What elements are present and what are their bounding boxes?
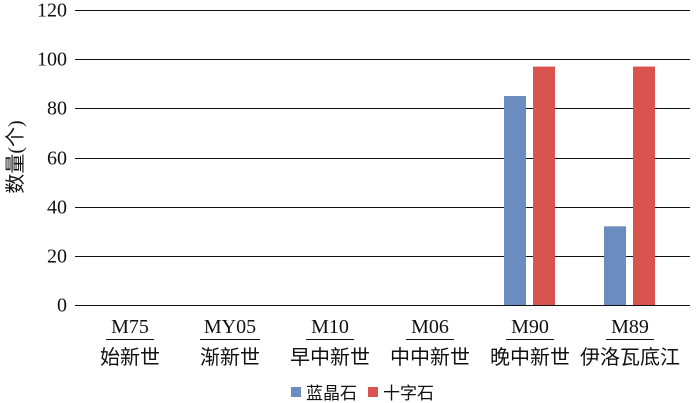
y-tick-label: 120: [37, 0, 67, 22]
x-category-sublabel: 伊洛瓦底江: [580, 346, 680, 369]
legend-swatch: [368, 387, 378, 397]
x-category-label: M75: [111, 316, 149, 338]
x-category-labels: M75 始新世 MY05 渐新世 M10 早中新世 M06 中中新世 M90 晚中新世 M89 伊洛瓦…: [100, 316, 680, 369]
bars: [504, 66, 655, 306]
legend-label: 十字石: [383, 384, 434, 403]
x-category-sublabel: 中中新世: [390, 346, 470, 369]
legend-label: 蓝晶石: [306, 384, 357, 403]
y-tick-label: 100: [37, 49, 67, 71]
y-tick-labels: 0 20 40 60 80 100 120: [37, 0, 67, 317]
y-tick-label: 80: [47, 98, 67, 120]
x-category-sublabel: 始新世: [100, 346, 160, 369]
bar-series-2: [533, 66, 555, 306]
x-category-sublabel: 渐新世: [200, 346, 260, 369]
y-tick-label: 60: [47, 148, 67, 170]
bar-series-2: [633, 66, 655, 306]
x-category-sublabel: 晚中新世: [490, 346, 570, 369]
x-category-label: MY05: [204, 316, 256, 338]
y-tick-label: 40: [47, 197, 67, 219]
x-category-label: M90: [511, 316, 549, 338]
x-category-label: M10: [311, 316, 349, 338]
x-category-sublabel: 早中新世: [290, 346, 370, 369]
bar-series-1: [604, 226, 626, 305]
legend-swatch: [291, 387, 301, 397]
y-axis-label: 数量(个): [4, 120, 27, 193]
x-category-label: M89: [611, 316, 649, 338]
y-tick-label: 0: [57, 295, 67, 317]
x-category-label: M06: [411, 316, 449, 338]
bar-series-1: [504, 96, 526, 306]
gridlines: [75, 9, 690, 307]
legend: 蓝晶石 十字石: [291, 384, 434, 403]
y-tick-label: 20: [47, 246, 67, 268]
